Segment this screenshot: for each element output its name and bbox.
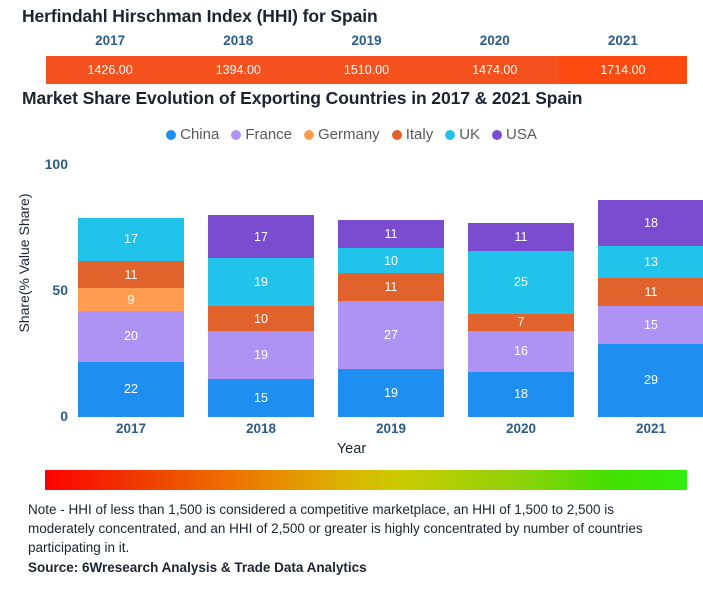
x-axis-tick-label: 2020 — [505, 421, 537, 436]
hhi-gradient-scale — [45, 470, 687, 490]
bar-segment[interactable]: 27 — [338, 301, 444, 370]
legend-item-germany[interactable]: Germany — [304, 126, 380, 143]
chart-legend: China France Germany Italy UK USA — [0, 126, 703, 143]
bar-segment[interactable]: 15 — [208, 379, 314, 417]
hhi-year-label: 2019 — [351, 33, 382, 48]
y-axis-tick-label: 100 — [44, 156, 68, 172]
bar-segment[interactable]: 13 — [598, 245, 703, 279]
y-axis-tick-label: 50 — [52, 282, 68, 298]
bar-segment[interactable]: 10 — [208, 306, 314, 332]
hhi-year-header-row: 2017 2018 2019 2020 2021 — [46, 33, 687, 48]
hhi-value-band: 1426.00 1394.00 1510.00 1474.00 1714.00 — [46, 56, 688, 84]
legend-swatch-icon — [391, 129, 402, 140]
footer-source: Source: 6Wresearch Analysis & Trade Data… — [28, 560, 367, 575]
hhi-value-cell: 1474.00 — [430, 56, 559, 84]
x-axis-tick-label: 2018 — [245, 421, 277, 436]
bar-segment[interactable]: 11 — [338, 220, 444, 249]
hhi-title: Herfindahl Hirschman Index (HHI) for Spa… — [22, 6, 378, 26]
stacked-bar[interactable]: 17 11 9 20 22 — [78, 217, 184, 417]
hhi-value-cell: 1426.00 — [46, 56, 175, 84]
bar-segment[interactable]: 19 — [338, 369, 444, 417]
legend-label: Germany — [318, 126, 380, 143]
hhi-year-label: 2020 — [479, 33, 510, 48]
bar-segment[interactable]: 11 — [468, 222, 574, 251]
bar-segment[interactable]: 7 — [468, 313, 574, 332]
bar-segment[interactable]: 17 — [78, 217, 184, 261]
bar-segment[interactable]: 20 — [78, 311, 184, 362]
bar-segment[interactable]: 22 — [78, 361, 184, 417]
bar-segment[interactable]: 17 — [208, 215, 314, 259]
legend-item-usa[interactable]: USA — [492, 126, 537, 143]
bar-segment[interactable]: 15 — [598, 306, 703, 344]
legend-item-france[interactable]: France — [231, 126, 292, 143]
legend-label: UK — [459, 126, 481, 143]
legend-swatch-icon — [166, 129, 177, 140]
bar-segment[interactable]: 18 — [468, 371, 574, 417]
legend-label: USA — [506, 126, 537, 143]
stacked-bar[interactable]: 11 10 11 27 19 — [338, 220, 444, 417]
x-axis-tick-label: 2017 — [115, 421, 147, 436]
legend-swatch-icon — [492, 129, 503, 140]
stacked-bar[interactable]: 17 19 10 19 15 — [208, 215, 314, 417]
x-axis-tick-label: 2019 — [375, 421, 407, 436]
hhi-value-cell: 1394.00 — [174, 56, 303, 84]
bar-segment[interactable]: 29 — [598, 343, 703, 417]
bar-segment[interactable]: 11 — [338, 273, 444, 302]
hhi-year-label: 2021 — [607, 33, 638, 48]
bar-segment[interactable]: 11 — [78, 260, 184, 289]
hhi-value-cell: 1714.00 — [558, 56, 688, 84]
x-axis-title: Year — [336, 441, 367, 457]
stacked-bar[interactable]: 18 13 11 15 29 — [598, 200, 703, 417]
bar-segment[interactable]: 11 — [598, 278, 703, 307]
legend-label: France — [245, 126, 292, 143]
legend-label: China — [180, 126, 220, 143]
hhi-year-label: 2017 — [95, 33, 126, 48]
legend-item-china[interactable]: China — [166, 126, 219, 143]
bar-segment[interactable]: 9 — [78, 288, 184, 312]
y-axis-title: Share(% Value Share) — [16, 193, 32, 333]
bar-segment[interactable]: 19 — [208, 331, 314, 380]
y-axis-tick-label: 0 — [60, 408, 68, 424]
legend-item-italy[interactable]: Italy — [391, 126, 434, 143]
legend-swatch-icon — [445, 129, 456, 140]
legend-swatch-icon — [304, 129, 314, 140]
bar-segment[interactable]: 16 — [468, 331, 574, 372]
footer-note: Note - HHI of less than 1,500 is conside… — [28, 502, 643, 556]
legend-item-uk[interactable]: UK — [445, 126, 480, 143]
bar-segment[interactable]: 10 — [338, 248, 444, 274]
bar-segment[interactable]: 19 — [208, 258, 314, 307]
chart-title: Market Share Evolution of Exporting Coun… — [22, 88, 583, 108]
bar-segment[interactable]: 25 — [468, 250, 574, 314]
hhi-year-label: 2018 — [223, 33, 254, 48]
bar-segment[interactable]: 18 — [598, 200, 703, 246]
legend-swatch-icon — [231, 129, 242, 140]
legend-label: Italy — [405, 126, 434, 143]
x-axis-tick-label: 2021 — [635, 421, 667, 436]
stacked-bar[interactable]: 11 25 7 16 18 — [468, 222, 574, 417]
hhi-value-cell: 1510.00 — [302, 56, 431, 84]
